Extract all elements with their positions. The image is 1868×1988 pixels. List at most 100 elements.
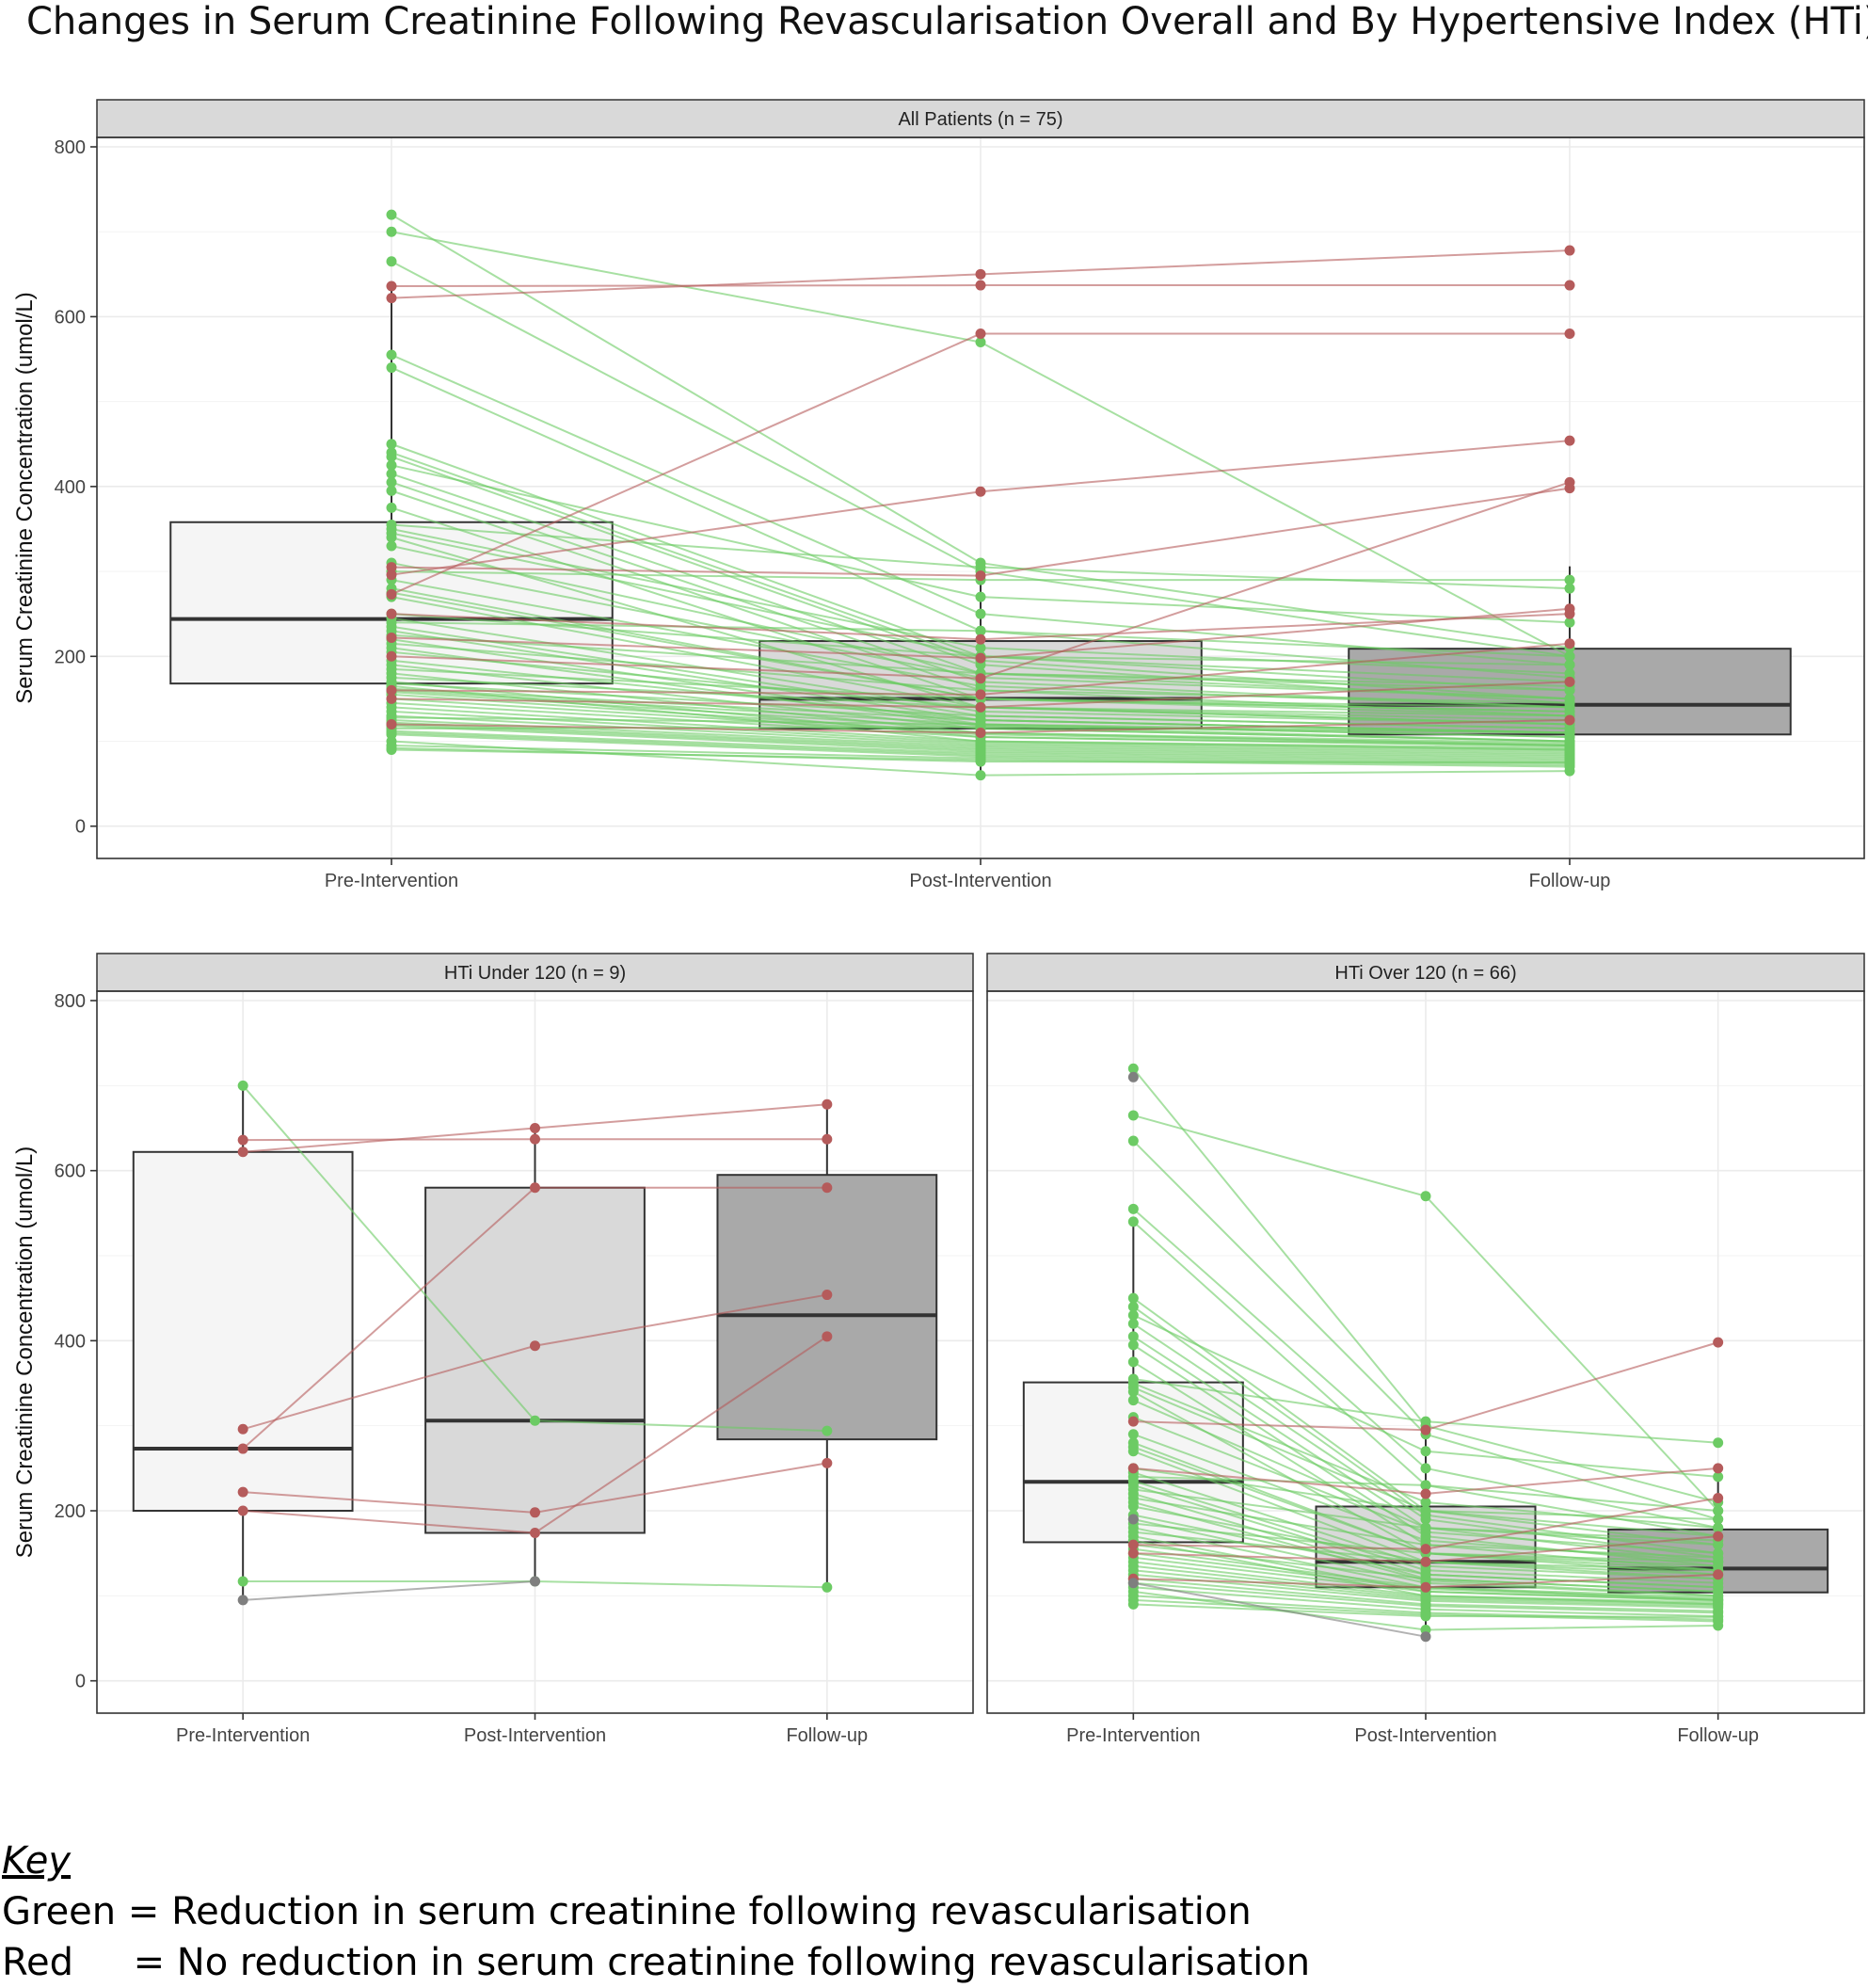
patient-point xyxy=(530,1123,540,1134)
facet-panel-2: HTi Under 120 (n = 9) 0 200 400 600 800 Serum … xyxy=(12,953,974,1746)
y-tick-label: 0 xyxy=(75,817,86,838)
patient-point xyxy=(237,1134,248,1146)
patient-point xyxy=(1564,659,1575,670)
key-red-entry: Red = No reduction in serum creatinine f… xyxy=(2,1941,1311,1984)
patient-point xyxy=(1713,1514,1724,1525)
patient-point xyxy=(1564,583,1575,594)
y-axis-label: Serum Creatinine Concentration (umol/L) xyxy=(12,1146,38,1559)
y-tick-label: 0 xyxy=(75,1672,86,1692)
patient-point xyxy=(1127,1539,1139,1550)
patient-point xyxy=(1127,1318,1139,1329)
y-tick-label: 400 xyxy=(55,1331,86,1352)
patient-point xyxy=(1564,328,1575,339)
patient-point xyxy=(1713,1552,1724,1563)
patient-point xyxy=(822,1425,833,1436)
patient-point xyxy=(386,693,397,704)
facet-strip-label: All Patients (n = 75) xyxy=(898,109,1062,130)
patient-point xyxy=(975,642,986,653)
patient-point xyxy=(1564,617,1575,628)
patient-point xyxy=(1420,1424,1431,1435)
patient-point xyxy=(386,256,397,267)
patient-point xyxy=(1564,435,1575,446)
patient-point xyxy=(1713,1569,1724,1580)
patient-point xyxy=(1564,280,1575,291)
patient-point xyxy=(530,1340,540,1352)
patient-point xyxy=(1420,1416,1431,1427)
patient-point xyxy=(975,756,986,767)
chart-title: Changes in Serum Creatinine Following Re… xyxy=(26,0,1868,43)
patient-point xyxy=(386,718,397,729)
patient-point xyxy=(386,569,397,581)
patient-point xyxy=(237,1146,248,1158)
patient-point xyxy=(1127,1331,1139,1342)
patient-point xyxy=(1564,483,1575,494)
patient-point xyxy=(975,727,986,738)
patient-point xyxy=(975,328,986,339)
box-iqr xyxy=(716,1174,938,1441)
patient-point xyxy=(530,1133,540,1145)
patient-point xyxy=(822,1133,833,1145)
patient-point xyxy=(975,562,986,573)
patient-point xyxy=(1713,1522,1724,1533)
patient-point xyxy=(1564,245,1575,256)
patient-point xyxy=(1564,574,1575,585)
patient-point xyxy=(975,608,986,619)
patient-point xyxy=(237,1423,248,1435)
patient-point xyxy=(975,280,986,291)
patient-point xyxy=(237,1505,248,1516)
patient-point xyxy=(975,336,986,347)
facet-panel-3: HTi Over 120 (n = 66) Pre-Intervention Pos… xyxy=(986,953,1865,1746)
patient-point xyxy=(1713,1561,1724,1572)
patient-point xyxy=(386,226,397,237)
patient-point xyxy=(386,608,397,619)
patient-point xyxy=(1127,1547,1139,1559)
patient-point xyxy=(1564,676,1575,687)
patient-point xyxy=(1420,1556,1431,1567)
patient-point xyxy=(237,1486,248,1498)
facet-panel-1: All Patients (n = 75) 0 200 400 600 800 Serum … xyxy=(12,99,1865,891)
patient-point xyxy=(822,1331,833,1342)
patient-point xyxy=(386,743,397,754)
patient-point xyxy=(386,281,397,292)
patient-lines xyxy=(1127,1063,1724,1643)
patient-point xyxy=(386,684,397,696)
patient-point xyxy=(975,689,986,700)
patient-point xyxy=(1420,1505,1431,1516)
patient-point xyxy=(1127,1110,1139,1121)
patient-point xyxy=(386,293,397,304)
y-axis-label: Serum Creatinine Concentration (umol/L) xyxy=(12,292,38,704)
patient-point xyxy=(1420,1191,1431,1202)
patient-line xyxy=(1133,1581,1427,1638)
patient-point xyxy=(975,652,986,664)
x-tick-label: Pre-Intervention xyxy=(325,871,458,891)
x-tick-label: Follow-up xyxy=(1677,1725,1759,1746)
patient-line xyxy=(243,1579,535,1601)
patient-point xyxy=(975,570,986,582)
facet-strip-label: HTi Under 120 (n = 9) xyxy=(444,963,626,984)
y-tick-label: 200 xyxy=(55,1501,86,1522)
patient-point xyxy=(530,1576,540,1587)
patient-point xyxy=(386,468,397,479)
patient-point xyxy=(386,588,397,600)
box-iqr xyxy=(424,1186,646,1534)
patient-point xyxy=(386,632,397,643)
x-tick-label: Follow-up xyxy=(1529,871,1611,891)
patient-point xyxy=(1713,1463,1724,1474)
patient-point xyxy=(1127,1578,1139,1589)
patient-point xyxy=(822,1581,833,1593)
patient-point xyxy=(1713,1611,1724,1623)
patient-point xyxy=(1420,1497,1431,1508)
patient-point xyxy=(386,476,397,488)
patient-point xyxy=(975,673,986,684)
patient-lines xyxy=(237,1080,833,1606)
patient-point xyxy=(1564,727,1575,738)
patient-point xyxy=(1420,1446,1431,1457)
box-iqr xyxy=(132,1150,354,1513)
patient-point xyxy=(975,633,986,645)
patient-point xyxy=(1713,1492,1724,1503)
patient-point xyxy=(1564,638,1575,649)
patient-point xyxy=(530,1507,540,1518)
patient-lines xyxy=(386,209,1575,781)
chart-figure: All Patients (n = 75) 0 200 400 600 800 Serum … xyxy=(12,99,1865,1746)
patient-point xyxy=(1127,1309,1139,1321)
